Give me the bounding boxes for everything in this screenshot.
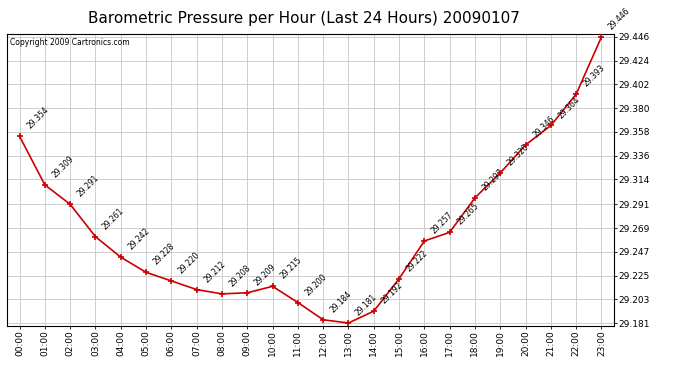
Text: 29.228: 29.228 <box>152 242 177 267</box>
Text: Copyright 2009 Cartronics.com: Copyright 2009 Cartronics.com <box>10 38 130 47</box>
Text: 29.291: 29.291 <box>76 174 101 199</box>
Text: 29.257: 29.257 <box>430 210 455 236</box>
Text: 29.184: 29.184 <box>328 289 354 314</box>
Text: Barometric Pressure per Hour (Last 24 Hours) 20090107: Barometric Pressure per Hour (Last 24 Ho… <box>88 11 520 26</box>
Text: 29.265: 29.265 <box>455 202 480 227</box>
Text: 29.346: 29.346 <box>531 114 556 140</box>
Text: 29.261: 29.261 <box>101 206 126 231</box>
Text: 29.181: 29.181 <box>354 292 379 318</box>
Text: 29.192: 29.192 <box>380 280 404 306</box>
Text: 29.354: 29.354 <box>25 105 50 131</box>
Text: 29.208: 29.208 <box>228 263 253 288</box>
Text: 29.393: 29.393 <box>582 63 607 88</box>
Text: 29.320: 29.320 <box>506 142 531 167</box>
Text: 29.364: 29.364 <box>556 95 582 120</box>
Text: 29.446: 29.446 <box>607 6 632 32</box>
Text: 29.242: 29.242 <box>126 226 151 252</box>
Text: 29.220: 29.220 <box>177 251 202 275</box>
Text: 29.297: 29.297 <box>480 167 506 192</box>
Text: 29.200: 29.200 <box>304 272 328 297</box>
Text: 29.309: 29.309 <box>50 154 76 179</box>
Text: 29.212: 29.212 <box>202 259 227 284</box>
Text: 29.222: 29.222 <box>404 248 430 273</box>
Text: 29.209: 29.209 <box>253 262 278 287</box>
Text: 29.215: 29.215 <box>278 256 303 281</box>
